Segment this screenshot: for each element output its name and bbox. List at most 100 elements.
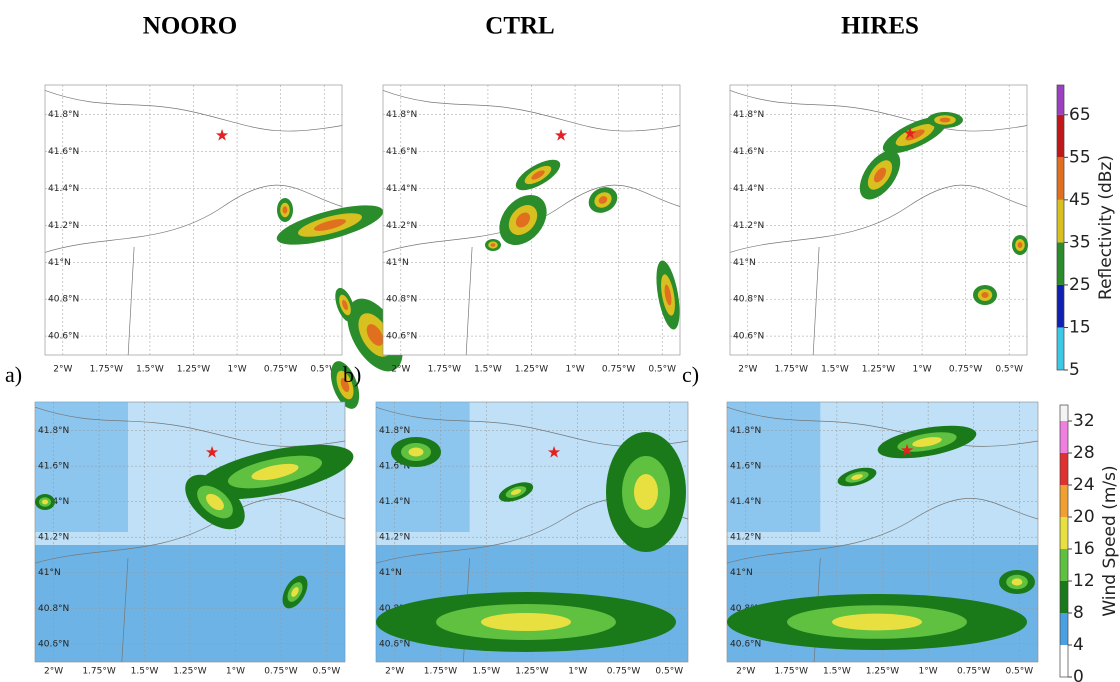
lon-label: 1°W <box>227 365 246 375</box>
lat-label: 41.2°N <box>48 221 79 231</box>
echo <box>1018 242 1023 248</box>
lon-label: 1.75°W <box>775 365 809 375</box>
colorbar-tick-label: 4 <box>1073 635 1084 655</box>
lon-label: 1.75°W <box>424 667 458 677</box>
lat-label: 41.6°N <box>733 147 764 157</box>
colorbar-segment <box>1060 613 1068 645</box>
colorbar-segment <box>1057 115 1064 158</box>
lon-label: 0.75°W <box>602 365 636 375</box>
colorbar-segment <box>1060 581 1068 613</box>
lat-label: 41.2°N <box>386 221 417 231</box>
panel-label: a) <box>5 362 22 387</box>
colorbar-tick-label: 16 <box>1073 539 1095 559</box>
site-marker: ★ <box>205 445 219 462</box>
colorbar-segment <box>1057 242 1064 285</box>
lat-label: 41°N <box>386 258 409 268</box>
echo <box>491 243 496 247</box>
lat-label: 40.6°N <box>48 332 79 342</box>
echo <box>283 206 288 213</box>
lat-label: 41.4°N <box>386 184 417 194</box>
lon-label: 1.25°W <box>866 667 900 677</box>
colorbar-tick-label: 15 <box>1069 317 1091 337</box>
colorbar-segment <box>1057 200 1064 243</box>
colorbar-tick-label: 32 <box>1073 411 1095 431</box>
lon-label: 2°W <box>738 365 757 375</box>
lon-label: 0.75°W <box>264 667 298 677</box>
lon-label: 1.25°W <box>862 365 896 375</box>
figure: NOOROCTRLHIRES41.8°N41.6°N41.4°N41.2°N41… <box>0 0 1120 682</box>
colorbar-segment <box>1057 157 1064 200</box>
lon-label: 1°W <box>912 365 931 375</box>
lon-label: 0.75°W <box>607 667 641 677</box>
colorbar-tick-label: 28 <box>1073 443 1095 463</box>
echo <box>940 118 951 123</box>
colorbar-segment <box>1060 549 1068 581</box>
lat-label: 40.8°N <box>38 604 69 614</box>
echo <box>409 448 424 457</box>
column-title: HIRES <box>841 13 919 40</box>
lon-label: 1.5°W <box>474 365 502 375</box>
colorbar-segment <box>1057 85 1064 115</box>
lon-label: 1.25°W <box>515 365 549 375</box>
lat-label: 41°N <box>379 568 402 578</box>
lon-label: 0.5°W <box>995 365 1023 375</box>
lon-label: 1.5°W <box>131 667 159 677</box>
map-panel: 41.8°N41.6°N41.4°N41.2°N41°N40.8°N40.6°N… <box>682 85 1028 387</box>
lon-label: 2°W <box>44 667 63 677</box>
lon-label: 0.5°W <box>1005 667 1033 677</box>
lon-label: 0.75°W <box>957 667 991 677</box>
lat-label: 41.6°N <box>386 147 417 157</box>
lat-label: 40.8°N <box>733 295 764 305</box>
lon-label: 1°W <box>565 365 584 375</box>
lon-label: 2°W <box>736 667 755 677</box>
lat-label: 41.8°N <box>386 110 417 120</box>
colorbar-tick-label: 55 <box>1069 147 1091 167</box>
colorbar-segment <box>1057 285 1064 328</box>
colorbar-segment <box>1060 517 1068 549</box>
lon-label: 0.5°W <box>313 667 341 677</box>
lon-label: 1°W <box>568 667 587 677</box>
colorbar-label: Reflectivity (dBz) <box>1096 155 1116 300</box>
lon-label: 1.5°W <box>821 365 849 375</box>
map-panel: 41.8°N41.6°N41.4°N41.2°N41°N40.8°N40.6°N… <box>727 402 1038 677</box>
lat-label: 41.8°N <box>48 110 79 120</box>
lon-label: 2°W <box>391 365 410 375</box>
lat-label: 40.6°N <box>733 332 764 342</box>
lat-label: 41°N <box>38 568 61 578</box>
lon-label: 0.75°W <box>264 365 298 375</box>
colorbar-tick-label: 45 <box>1069 190 1091 210</box>
panel-label: b) <box>343 362 361 387</box>
lat-label: 40.8°N <box>386 295 417 305</box>
lon-label: 1.25°W <box>173 667 207 677</box>
colorbar-label: Wind Speed (m/s) <box>1100 465 1120 616</box>
lon-label: 1.25°W <box>177 365 211 375</box>
map-panel: 41.8°N41.6°N41.4°N41.2°N41°N40.8°N40.6°N… <box>343 85 684 387</box>
lon-label: 0.5°W <box>648 365 676 375</box>
lat-label: 41.2°N <box>733 221 764 231</box>
lon-label: 2°W <box>53 365 72 375</box>
page: {"titles": ["NOORO", "CTRL", "HIRES"], "… <box>0 0 1120 682</box>
lon-label: 1.5°W <box>823 667 851 677</box>
colorbar-segment <box>1060 421 1068 453</box>
colorbar-tick-label: 5 <box>1069 360 1080 380</box>
echo <box>634 474 658 510</box>
map-panel: 41.8°N41.6°N41.4°N41.2°N41°N40.8°N40.6°N… <box>35 402 358 677</box>
echo <box>981 292 988 298</box>
lat-label: 41°N <box>733 258 756 268</box>
lon-label: 1.75°W <box>428 365 462 375</box>
colorbar-tick-label: 24 <box>1073 475 1095 495</box>
colorbar-tick-label: 12 <box>1073 571 1095 591</box>
colorbar-segment <box>1060 453 1068 485</box>
lat-label: 41°N <box>48 258 71 268</box>
lon-label: 1.5°W <box>136 365 164 375</box>
colorbar-tick-label: 8 <box>1073 603 1084 623</box>
colorbar-segment <box>1057 327 1064 370</box>
column-title: NOORO <box>143 13 237 40</box>
colorbar-tick-label: 0 <box>1073 667 1084 682</box>
lon-label: 1°W <box>919 667 938 677</box>
echo <box>1012 578 1023 585</box>
echo <box>481 613 571 631</box>
lon-label: 1.75°W <box>90 365 124 375</box>
colorbar-tick-label: 25 <box>1069 275 1091 295</box>
lat-label: 41.8°N <box>733 110 764 120</box>
